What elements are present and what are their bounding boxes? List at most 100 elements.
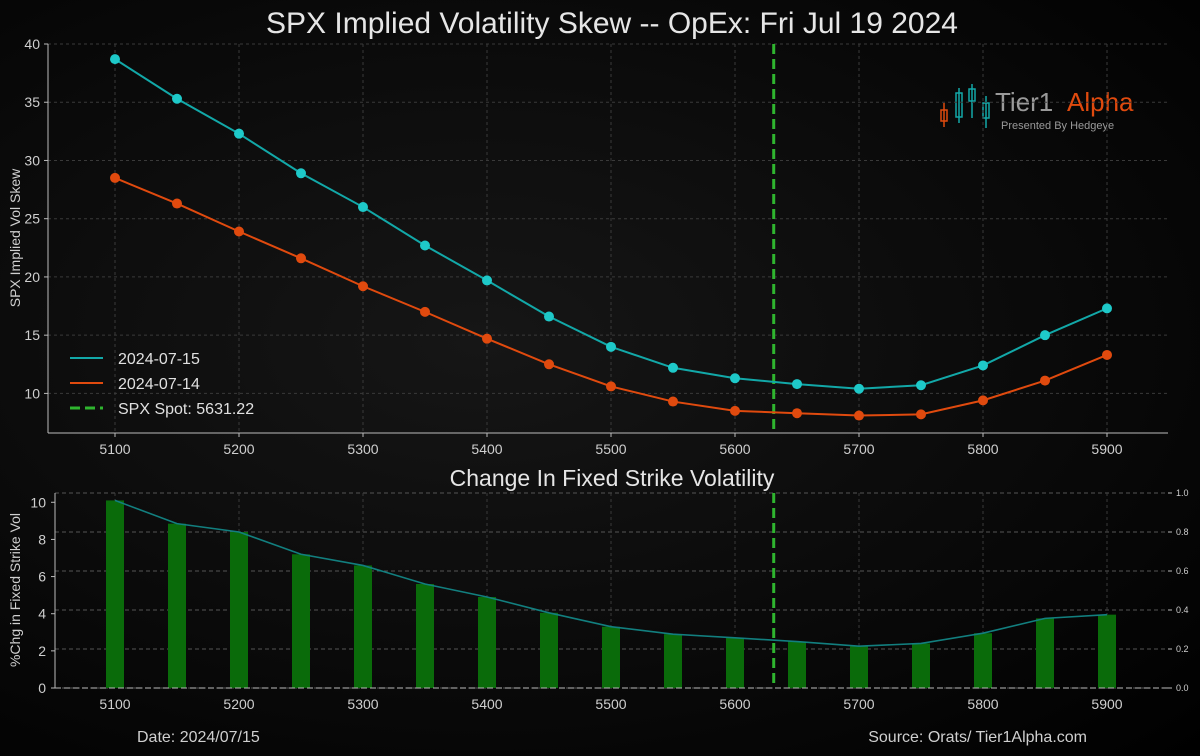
right-y-tick-label: 0.4 — [1176, 605, 1189, 615]
data-point-2024-07-15-5400 — [482, 275, 492, 286]
data-point-2024-07-14-5200 — [234, 226, 244, 237]
data-point-2024-07-15-5800 — [978, 360, 988, 371]
bar-5800 — [974, 633, 992, 688]
x-tick-label: 5900 — [1091, 696, 1122, 712]
bar-5250 — [292, 554, 310, 688]
data-point-2024-07-14-5750 — [916, 409, 926, 420]
data-point-2024-07-15-5500 — [606, 341, 616, 352]
data-point-2024-07-14-5350 — [420, 306, 430, 317]
y-tick-label: 20 — [24, 269, 40, 285]
y-tick-label: 30 — [24, 152, 40, 168]
bar-5900 — [1098, 614, 1116, 688]
bar-5400 — [478, 597, 496, 688]
x-tick-label: 5200 — [223, 441, 254, 457]
x-tick-label: 5900 — [1091, 441, 1122, 457]
y-tick-label: 35 — [24, 94, 40, 110]
candlestick-logo-icon — [940, 84, 990, 128]
data-point-2024-07-14-5100 — [110, 172, 120, 183]
data-point-2024-07-15-5750 — [916, 380, 926, 391]
data-point-2024-07-15-5650 — [792, 379, 802, 390]
x-tick-label: 5600 — [719, 441, 750, 457]
y-tick-label: 4 — [38, 606, 46, 622]
data-point-2024-07-14-5400 — [482, 333, 492, 344]
x-tick-label: 5100 — [99, 696, 130, 712]
data-point-2024-07-15-5900 — [1102, 303, 1112, 314]
data-point-2024-07-15-5850 — [1040, 330, 1050, 341]
y-tick-label: 10 — [30, 494, 46, 510]
bar-5500 — [602, 626, 620, 688]
y-axis-label: SPX Implied Vol Skew — [7, 168, 23, 307]
change-line — [114, 499, 1108, 648]
data-point-2024-07-15-5200 — [234, 128, 244, 139]
data-point-2024-07-14-5450 — [544, 359, 554, 370]
x-tick-label: 5400 — [471, 441, 502, 457]
x-tick-label: 5700 — [843, 696, 874, 712]
logo-tagline: Presented By Hedgeye — [1001, 120, 1114, 132]
data-point-2024-07-14-5650 — [792, 408, 802, 419]
bar-5850 — [1036, 618, 1054, 688]
x-tick-label: 5200 — [223, 696, 254, 712]
data-point-2024-07-14-5600 — [730, 405, 740, 416]
x-tick-label: 5800 — [967, 696, 998, 712]
bar-5600 — [726, 637, 744, 688]
bar-5750 — [912, 643, 930, 688]
data-point-2024-07-14-5900 — [1102, 349, 1112, 360]
y-tick-label: 15 — [24, 327, 40, 343]
data-point-2024-07-14-5150 — [172, 198, 182, 209]
data-point-2024-07-14-5250 — [296, 253, 306, 264]
bar-5650 — [788, 641, 806, 688]
data-point-2024-07-15-5150 — [172, 93, 182, 104]
data-point-2024-07-15-5700 — [854, 383, 864, 394]
subchart-y-axis-label: %Chg in Fixed Strike Vol — [7, 513, 23, 667]
data-point-2024-07-14-5500 — [606, 381, 616, 392]
x-tick-label: 5300 — [347, 441, 378, 457]
bar-5300 — [354, 565, 372, 688]
x-tick-label: 5400 — [471, 696, 502, 712]
legend-label-2024-07-15: 2024-07-15 — [118, 351, 200, 368]
x-tick-label: 5500 — [595, 696, 626, 712]
x-tick-label: 5700 — [843, 441, 874, 457]
data-point-2024-07-14-5550 — [668, 396, 678, 407]
right-y-tick-label: 0.8 — [1176, 527, 1189, 537]
data-point-2024-07-15-5250 — [296, 168, 306, 179]
x-tick-label: 5100 — [99, 441, 130, 457]
subchart-title: Change In Fixed Strike Volatility — [450, 465, 775, 491]
right-y-tick-label: 0.6 — [1176, 566, 1189, 576]
data-point-2024-07-15-5100 — [110, 54, 120, 65]
footer-source: Source: Orats/ Tier1Alpha.com — [868, 729, 1087, 746]
legend-label-spot: SPX Spot: 5631.22 — [118, 401, 254, 418]
logo: Tier1 Alpha Presented By Hedgeye — [940, 84, 1134, 132]
data-point-2024-07-14-5700 — [854, 410, 864, 421]
data-point-2024-07-15-5350 — [420, 240, 430, 251]
y-tick-label: 0 — [38, 680, 46, 696]
right-y-tick-label: 0.2 — [1176, 644, 1189, 654]
bar-5350 — [416, 584, 434, 688]
bar-5550 — [664, 634, 682, 688]
data-point-2024-07-15-5550 — [668, 362, 678, 373]
x-tick-label: 5500 — [595, 441, 626, 457]
data-point-2024-07-15-5600 — [730, 373, 740, 384]
data-point-2024-07-14-5800 — [978, 395, 988, 406]
x-tick-label: 5600 — [719, 696, 750, 712]
bar-5100 — [106, 500, 124, 688]
right-y-tick-label: 1.0 — [1176, 488, 1189, 498]
y-tick-label: 10 — [24, 385, 40, 401]
y-tick-label: 2 — [38, 643, 46, 659]
legend: 2024-07-15 2024-07-14 SPX Spot: 5631.22 — [70, 351, 254, 418]
footer-date: Date: 2024/07/15 — [137, 729, 260, 746]
chart-title: SPX Implied Volatility Skew -- OpEx: Fri… — [266, 7, 958, 40]
y-tick-label: 6 — [38, 569, 46, 585]
data-point-2024-07-14-5850 — [1040, 375, 1050, 386]
bar-5450 — [540, 612, 558, 688]
y-tick-label: 25 — [24, 211, 40, 227]
x-tick-label: 5300 — [347, 696, 378, 712]
bar-5700 — [850, 646, 868, 688]
bar-5150 — [168, 523, 186, 688]
bar-5200 — [230, 532, 248, 688]
legend-label-2024-07-14: 2024-07-14 — [118, 376, 200, 393]
data-point-2024-07-15-5300 — [358, 202, 368, 213]
data-point-2024-07-15-5450 — [544, 311, 554, 322]
y-tick-label: 40 — [24, 36, 40, 52]
data-point-2024-07-14-5300 — [358, 281, 368, 292]
